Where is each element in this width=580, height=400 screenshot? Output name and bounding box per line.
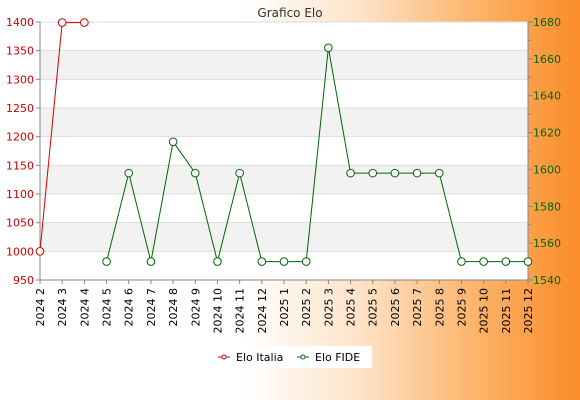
left-tick-label: 1150 bbox=[6, 159, 34, 172]
plot-band bbox=[40, 108, 528, 137]
x-tick-label: 2025 2 bbox=[300, 288, 313, 327]
plot-band bbox=[40, 222, 528, 252]
x-tick-label: 2024 3 bbox=[56, 288, 69, 327]
x-tick-label: 2025 1 bbox=[278, 288, 291, 327]
x-tick-label: 2025 6 bbox=[389, 288, 402, 327]
left-axis-ticks: 950 1000 1050 1100 1150 1200 1250 1300 1350 1400 bbox=[6, 16, 40, 287]
x-tick-label: 2025 8 bbox=[433, 288, 446, 327]
data-point bbox=[35, 247, 45, 256]
right-tick-label: 1680 bbox=[533, 16, 561, 29]
x-tick-label: 2025 7 bbox=[411, 288, 424, 327]
x-tick-label: 2024 5 bbox=[101, 288, 114, 327]
x-axis-ticks: 2024 2 2024 3 2024 4 2024 5 2024 6 2024 7 2024… bbox=[34, 280, 535, 334]
right-axis-ticks: 1540 1560 1580 1600 1620 1640 1660 1680 bbox=[528, 16, 561, 287]
data-point bbox=[124, 168, 134, 178]
data-point bbox=[213, 257, 222, 266]
data-point bbox=[279, 257, 289, 266]
x-tick-label: 2025 9 bbox=[455, 288, 468, 327]
data-point bbox=[368, 168, 378, 178]
x-tick-label: 2024 6 bbox=[123, 288, 136, 327]
x-tick-label: 2025 5 bbox=[367, 288, 380, 327]
right-tick-label: 1600 bbox=[533, 163, 561, 176]
data-point bbox=[523, 257, 533, 266]
legend-label: Elo FIDE bbox=[315, 351, 360, 364]
left-tick-label: 1250 bbox=[6, 102, 34, 115]
data-point bbox=[412, 168, 422, 178]
x-tick-label: 2025 4 bbox=[345, 288, 358, 327]
right-tick-label: 1580 bbox=[533, 200, 561, 213]
x-tick-label: 2024 12 bbox=[256, 288, 269, 334]
x-tick-label: 2024 11 bbox=[234, 288, 247, 334]
x-tick-label: 2025 3 bbox=[322, 288, 335, 327]
data-point bbox=[257, 257, 267, 266]
data-point bbox=[146, 257, 156, 266]
left-tick-label: 1000 bbox=[6, 245, 34, 258]
legend-box bbox=[210, 346, 372, 368]
series-elo-italia bbox=[35, 18, 89, 256]
left-tick-label: 950 bbox=[13, 274, 34, 287]
series-elo-fide bbox=[102, 43, 533, 266]
plot-band bbox=[40, 165, 528, 194]
chart-title: Grafico Elo bbox=[257, 6, 322, 20]
data-point bbox=[457, 257, 466, 266]
data-point bbox=[324, 43, 333, 53]
data-point bbox=[190, 168, 200, 178]
left-tick-label: 1350 bbox=[6, 45, 34, 58]
series-layer bbox=[35, 18, 533, 266]
data-point bbox=[57, 18, 67, 27]
data-point bbox=[235, 168, 244, 178]
x-tick-label: 2024 8 bbox=[167, 288, 180, 327]
legend-swatch-marker bbox=[300, 354, 306, 360]
x-tick-label: 2025 10 bbox=[478, 288, 491, 334]
x-tick-label: 2025 12 bbox=[522, 288, 535, 334]
x-tick-label: 2024 7 bbox=[145, 288, 158, 327]
left-tick-label: 1200 bbox=[6, 131, 34, 144]
data-point bbox=[390, 168, 400, 178]
right-tick-label: 1640 bbox=[533, 90, 561, 103]
data-point bbox=[301, 257, 311, 266]
x-tick-label: 2024 10 bbox=[211, 288, 224, 334]
series-line bbox=[106, 47, 528, 263]
left-tick-label: 1050 bbox=[6, 217, 34, 230]
x-tick-label: 2024 4 bbox=[78, 288, 91, 327]
left-tick-label: 1400 bbox=[6, 16, 34, 29]
legend-label: Elo Italia bbox=[236, 351, 283, 364]
right-tick-label: 1540 bbox=[533, 274, 561, 287]
left-tick-label: 1300 bbox=[6, 73, 34, 86]
legend-swatch-marker bbox=[221, 354, 227, 360]
data-point bbox=[434, 168, 444, 178]
legend: Elo Italia Elo FIDE bbox=[210, 346, 372, 368]
left-tick-label: 1100 bbox=[6, 188, 34, 201]
right-tick-label: 1660 bbox=[533, 53, 561, 66]
gridlines bbox=[40, 21, 528, 281]
plot-area bbox=[40, 22, 528, 280]
data-point bbox=[102, 257, 111, 266]
x-tick-label: 2025 11 bbox=[500, 288, 513, 334]
data-point bbox=[168, 137, 178, 147]
data-point bbox=[501, 257, 511, 266]
right-tick-label: 1620 bbox=[533, 127, 561, 140]
x-tick-label: 2024 9 bbox=[189, 288, 202, 327]
x-tick-label: 2024 2 bbox=[34, 288, 47, 327]
plot-band bbox=[40, 50, 528, 80]
data-point bbox=[479, 257, 488, 266]
data-point bbox=[80, 18, 89, 27]
right-tick-label: 1560 bbox=[533, 237, 561, 250]
data-point bbox=[346, 168, 355, 178]
